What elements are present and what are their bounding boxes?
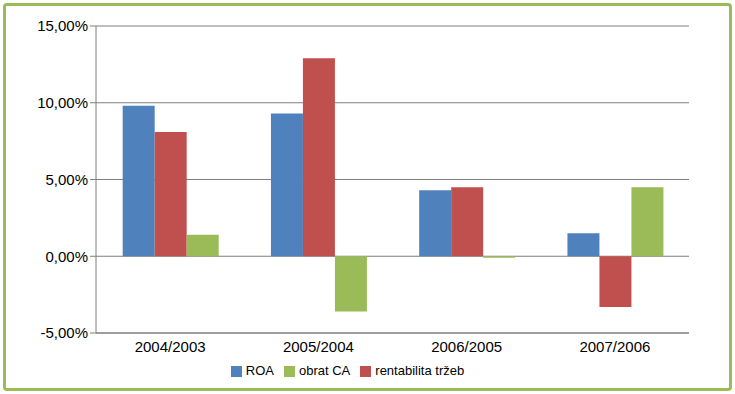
svg-text:2004/2003: 2004/2003 bbox=[135, 338, 206, 355]
html-text:rentabilita tržeb: rentabilita tržeb bbox=[375, 363, 465, 378]
html-text:obrat CA: obrat CA bbox=[299, 363, 351, 378]
svg-text:10,00%: 10,00% bbox=[37, 94, 88, 111]
svg-text:2005/2004: 2005/2004 bbox=[283, 338, 354, 355]
svg-text:2007/2006: 2007/2006 bbox=[579, 338, 650, 355]
svg-text:0,00%: 0,00% bbox=[45, 248, 88, 265]
svg-text:-5,00%: -5,00% bbox=[40, 324, 88, 341]
html-text:ROA: ROA bbox=[245, 363, 274, 378]
svg-text:2006/2005: 2006/2005 bbox=[431, 338, 502, 355]
svg-text:15,00%: 15,00% bbox=[37, 17, 88, 34]
svg-text:5,00%: 5,00% bbox=[45, 171, 88, 188]
